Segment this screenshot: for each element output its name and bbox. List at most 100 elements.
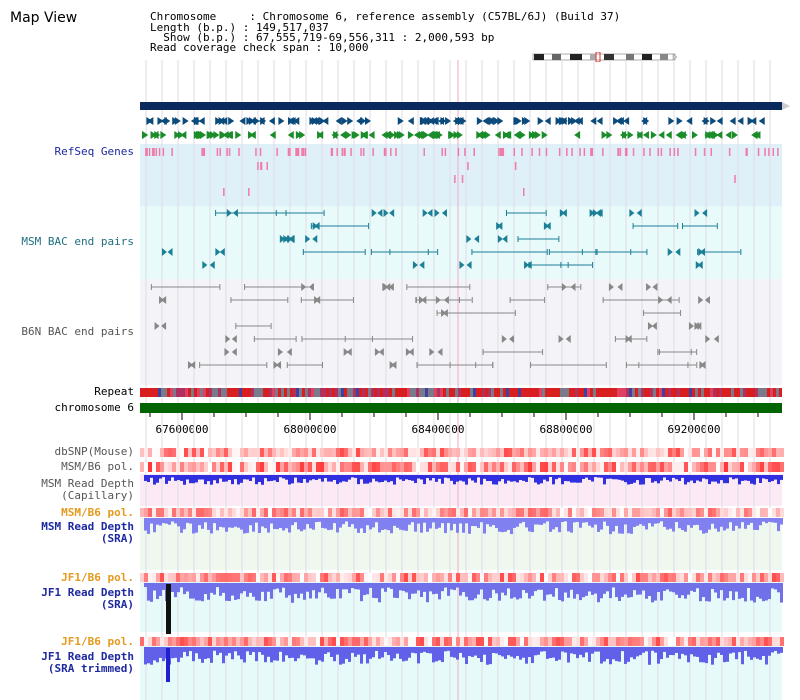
polymorphism-cell (380, 637, 384, 646)
repeat-segment (431, 388, 434, 397)
depth-bar (237, 583, 240, 600)
polymorphism-cell (140, 637, 144, 646)
depth-bar (345, 475, 348, 482)
jf1-depth-trim-label[interactable]: JF1 Read Depth (SRA trimmed) (41, 650, 134, 675)
polymorphism-cell (436, 508, 440, 517)
repeat-segment (671, 388, 674, 397)
polymorphism-cell (452, 508, 456, 517)
depth-bar (513, 583, 516, 598)
polymorphism-cell (616, 637, 620, 646)
msm-b6-pol-label-2[interactable]: MSM/B6 pol. (61, 506, 134, 519)
depth-bar (594, 583, 597, 594)
depth-bar (588, 583, 591, 592)
polymorphism-cell (432, 462, 436, 472)
depth-bar (771, 518, 774, 523)
depth-bar (648, 647, 651, 665)
depth-bar (714, 518, 717, 529)
repeat-segment (560, 388, 563, 397)
depth-bar (195, 475, 198, 483)
polymorphism-cell (380, 508, 384, 517)
polymorphism-cell (260, 573, 264, 582)
repeat-segment (635, 388, 638, 397)
polymorphism-cell (204, 573, 208, 582)
msm-depth-capillary-label[interactable]: MSM Read Depth (Capillary) (41, 477, 134, 502)
polymorphism-cell (280, 462, 284, 472)
polymorphism-cell (256, 637, 260, 646)
depth-bar (522, 647, 525, 658)
polymorphism-cell (272, 462, 276, 472)
polymorphism-cell (620, 448, 624, 457)
depth-bar (600, 583, 603, 599)
dbsnp-label[interactable]: dbSNP(Mouse) (54, 445, 134, 458)
polymorphism-cell (352, 508, 356, 517)
polymorphism-cell (340, 508, 344, 517)
bac-end-marker (705, 335, 711, 343)
depth-bar (666, 647, 669, 658)
polymorphism-cell (228, 462, 232, 472)
depth-bar (258, 475, 261, 483)
refseq-genes-label[interactable]: RefSeq Genes (54, 145, 134, 158)
depth-bar (330, 583, 333, 599)
depth-bar (294, 518, 297, 523)
depth-bar (354, 583, 357, 590)
bac-end-marker (501, 335, 507, 343)
depth-bar (393, 647, 396, 659)
depth-bar (678, 647, 681, 659)
depth-bar (648, 518, 651, 524)
polymorphism-cell (696, 448, 700, 457)
polymorphism-cell (172, 448, 176, 457)
msm-depth-sra-label[interactable]: MSM Read Depth (SRA) (41, 520, 134, 545)
depth-bar (471, 647, 474, 657)
depth-bar (576, 647, 579, 659)
gene-tick (501, 148, 503, 156)
bac-end-marker (666, 296, 672, 304)
polymorphism-cell (740, 637, 744, 646)
depth-bar (435, 518, 438, 529)
depth-bar (528, 518, 531, 532)
polymorphism-cell (664, 448, 668, 457)
jf1-b6-pol-label[interactable]: JF1/B6 pol. (61, 571, 134, 584)
gene-tick (289, 148, 291, 156)
depth-bar (564, 475, 567, 482)
depth-bar (372, 518, 375, 528)
gene-tick (579, 148, 581, 156)
msm-bac-label[interactable]: MSM BAC end pairs (21, 235, 134, 248)
polymorphism-cell (500, 448, 504, 457)
repeat-segment (182, 388, 185, 397)
jf1-b6-pol-label-2[interactable]: JF1/B6 pol. (61, 635, 134, 648)
polymorphism-cell (580, 637, 584, 646)
depth-bar (765, 518, 768, 524)
polymorphism-cell (376, 462, 380, 472)
polymorphism-cell (520, 448, 524, 457)
polymorphism-cell (184, 508, 188, 517)
gene-arrow (289, 117, 296, 125)
msm-b6-pol-label[interactable]: MSM/B6 pol. (61, 460, 134, 473)
repeat-segment (338, 388, 341, 397)
depth-bar (282, 518, 285, 531)
bac-end-marker (161, 322, 167, 330)
gene-tick (566, 148, 568, 156)
bac-pair-end (716, 223, 718, 229)
depth-bar (564, 518, 567, 522)
depth-bar (708, 475, 711, 485)
polymorphism-cell (144, 508, 148, 517)
chromosome-ideogram[interactable] (532, 52, 678, 62)
jf1-depth-sra-label[interactable]: JF1 Read Depth (SRA) (41, 586, 134, 611)
depth-bar (150, 518, 153, 524)
polymorphism-cell (492, 573, 496, 582)
depth-bar (702, 475, 705, 479)
depth-bar (459, 475, 462, 481)
gene-tick (777, 148, 779, 156)
polymorphism-cell (620, 637, 624, 646)
polymorphism-cell (552, 448, 556, 457)
polymorphism-cell (728, 637, 732, 646)
depth-bar (447, 583, 450, 596)
b6n-bac-label[interactable]: B6N BAC end pairs (21, 325, 134, 338)
bac-pair-end (275, 210, 277, 216)
depth-bar (492, 583, 495, 590)
gene-tick (583, 148, 586, 156)
depth-bar (351, 475, 354, 478)
polymorphism-cell (492, 637, 496, 646)
depth-bar (498, 647, 501, 656)
